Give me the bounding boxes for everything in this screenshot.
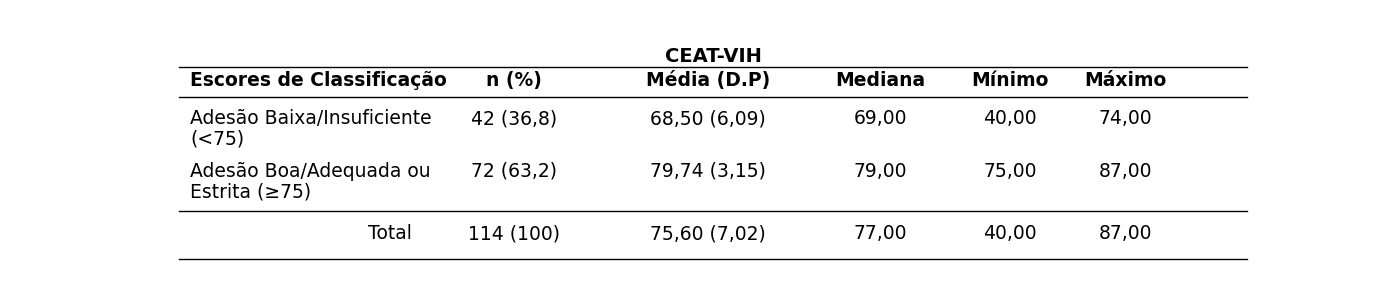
Text: CEAT-VIH: CEAT-VIH [665, 47, 761, 66]
Text: 40,00: 40,00 [983, 224, 1037, 243]
Text: 87,00: 87,00 [1098, 224, 1153, 243]
Text: Média (D.P): Média (D.P) [646, 71, 770, 90]
Text: Adesão Baixa/Insuficiente: Adesão Baixa/Insuficiente [191, 109, 432, 128]
Text: (<75): (<75) [191, 129, 245, 148]
Text: 40,00: 40,00 [983, 109, 1037, 128]
Text: 77,00: 77,00 [853, 224, 908, 243]
Text: 75,60 (7,02): 75,60 (7,02) [650, 224, 766, 243]
Text: Total: Total [367, 224, 412, 243]
Text: 114 (100): 114 (100) [468, 224, 560, 243]
Text: Escores de Classificação: Escores de Classificação [191, 71, 447, 90]
Text: Adesão Boa/Adequada ou: Adesão Boa/Adequada ou [191, 162, 430, 181]
Text: 79,00: 79,00 [853, 162, 908, 181]
Text: 68,50 (6,09): 68,50 (6,09) [650, 109, 766, 128]
Text: 42 (36,8): 42 (36,8) [470, 109, 557, 128]
Text: 87,00: 87,00 [1098, 162, 1153, 181]
Text: Mínimo: Mínimo [972, 71, 1048, 90]
Text: 75,00: 75,00 [983, 162, 1037, 181]
Text: Mediana: Mediana [835, 71, 926, 90]
Text: 69,00: 69,00 [853, 109, 908, 128]
Text: Máximo: Máximo [1084, 71, 1166, 90]
Text: n (%): n (%) [486, 71, 541, 90]
Text: 72 (63,2): 72 (63,2) [470, 162, 557, 181]
Text: 79,74 (3,15): 79,74 (3,15) [650, 162, 766, 181]
Text: Estrita (≥75): Estrita (≥75) [191, 182, 312, 201]
Text: 74,00: 74,00 [1098, 109, 1153, 128]
